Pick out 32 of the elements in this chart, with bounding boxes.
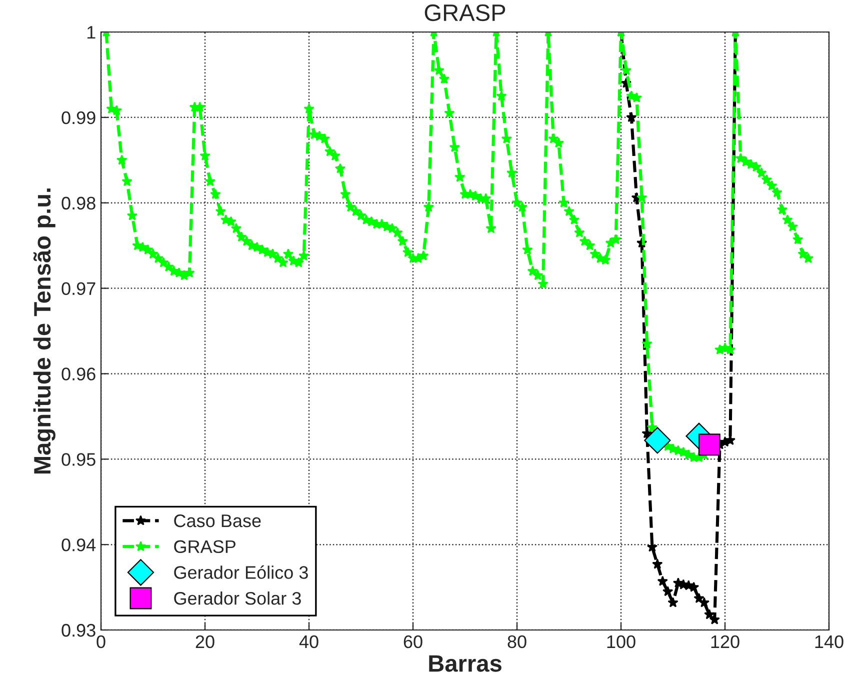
chart-title: GRASP	[424, 4, 506, 22]
point	[652, 558, 663, 569]
x-tick-label: 0	[96, 635, 106, 648]
x-tick-label: 40	[299, 635, 318, 648]
legend-label: Gerador Eólico 3	[174, 565, 308, 579]
legend-label: Gerador Solar 3	[174, 592, 301, 605]
point	[626, 112, 637, 122]
point	[698, 597, 710, 608]
y-axis-title: Magnitude de Tensão p.u.	[33, 188, 56, 474]
y-tick-label: 0.93	[62, 624, 96, 637]
x-tick-label: 120	[711, 635, 740, 648]
point	[644, 427, 671, 454]
y-tick-label: 0.95	[62, 453, 96, 466]
y-tick-label: 0.98	[62, 196, 96, 210]
x-tick-label: 80	[508, 635, 526, 648]
point	[704, 609, 715, 620]
x-tick-label: 100	[607, 635, 636, 648]
point	[694, 592, 704, 604]
y-tick-label: 1	[87, 26, 96, 39]
point	[668, 597, 678, 608]
x-tick-label: 60	[404, 635, 422, 648]
y-tick-label: 0.97	[62, 282, 96, 296]
legend-label: GRASP	[174, 540, 236, 554]
x-tick-label: 20	[196, 635, 214, 648]
y-tick-label: 0.96	[62, 368, 96, 380]
x-axis-title: Barras	[429, 655, 502, 672]
x-tick-label: 140	[815, 635, 844, 648]
point	[657, 576, 668, 586]
y-tick-label: 0.99	[62, 111, 96, 124]
y-tick-label: 0.94	[62, 538, 96, 552]
legend-label: Caso Base	[174, 514, 261, 528]
point	[662, 586, 674, 596]
